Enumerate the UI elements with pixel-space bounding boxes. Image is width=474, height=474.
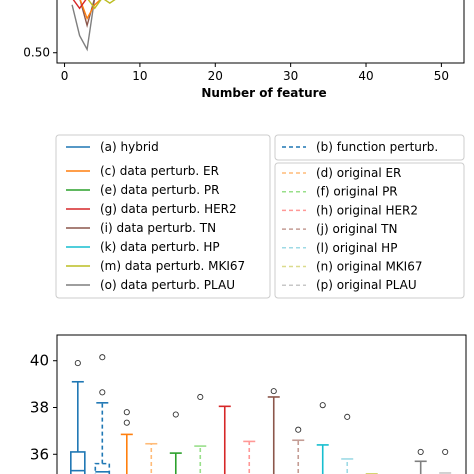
- box-body: [70, 451, 86, 474]
- y-tick-label: 38: [30, 399, 49, 417]
- box-outlier: [197, 393, 204, 401]
- legend-label: (l) original HP: [316, 241, 397, 255]
- legend-label: (i) data perturb. TN: [100, 221, 216, 235]
- legend-label: (b) function perturb.: [316, 140, 438, 154]
- y-tick-label: 0.50: [23, 46, 50, 60]
- x-tick-label: 10: [132, 69, 147, 83]
- y-tick-label: 40: [30, 352, 49, 370]
- legend-label: (d) original ER: [316, 166, 401, 180]
- series-line: [72, 0, 87, 10]
- x-tick-label: 20: [208, 69, 223, 83]
- box-outlier: [99, 389, 106, 396]
- legend-label: (f) original PR: [316, 185, 398, 199]
- box-outlier: [417, 448, 424, 455]
- x-tick-label: 30: [283, 69, 298, 83]
- series-line: [79, 0, 95, 29]
- x-axis-label: Number of feature: [201, 86, 326, 100]
- box-outlier: [344, 413, 351, 420]
- legend-label: (n) original MKI67: [316, 260, 422, 274]
- legend-label: (k) data perturb. HP: [100, 240, 220, 254]
- legend-label: (j) original TN: [316, 222, 398, 236]
- x-tick-label: 40: [358, 69, 373, 83]
- x-tick-label: 0: [61, 69, 69, 83]
- series-line: [79, 0, 102, 21]
- box-outlier: [99, 354, 106, 361]
- legend-panel: (a) hybrid (c) data perturb. ER (e) data p…: [55, 134, 465, 299]
- series-line: [87, 0, 116, 10]
- box-outlier: [270, 388, 277, 395]
- box-plot-panel: 40 38 36: [30, 334, 467, 474]
- series-line: [71, 0, 96, 52]
- box-outlier: [123, 419, 130, 426]
- legend-label: (h) original HER2: [316, 203, 418, 217]
- legend-label: (e) data perturb. PR: [100, 183, 219, 197]
- box-body: [94, 462, 111, 474]
- box-outlier: [123, 409, 130, 416]
- x-tick-label: 50: [434, 69, 449, 83]
- box-plot-frame: [56, 334, 467, 474]
- line-chart-frame: [56, 0, 465, 64]
- box-outlier: [295, 426, 302, 433]
- legend-box-left: [55, 134, 271, 299]
- legend-box-right-top: [274, 134, 465, 161]
- legend-label: (g) data perturb. HER2: [100, 202, 237, 216]
- legend-label: (p) original PLAU: [316, 278, 417, 292]
- legend-label: (o) data perturb. PLAU: [100, 278, 235, 292]
- box-outlier: [74, 360, 81, 367]
- box-outlier: [172, 411, 179, 418]
- legend-label: (c) data perturb. ER: [100, 164, 219, 178]
- y-tick-label: 36: [30, 445, 49, 463]
- legend-box-right-bottom: [274, 162, 465, 299]
- legend-label: (m) data perturb. MKI67: [100, 259, 245, 273]
- box-outlier: [442, 448, 449, 455]
- box-outlier: [319, 402, 326, 409]
- legend-label: (a) hybrid: [100, 140, 159, 154]
- line-chart-panel: 0 10 20 30 40 50 0.50 Number of feature: [23, 0, 465, 100]
